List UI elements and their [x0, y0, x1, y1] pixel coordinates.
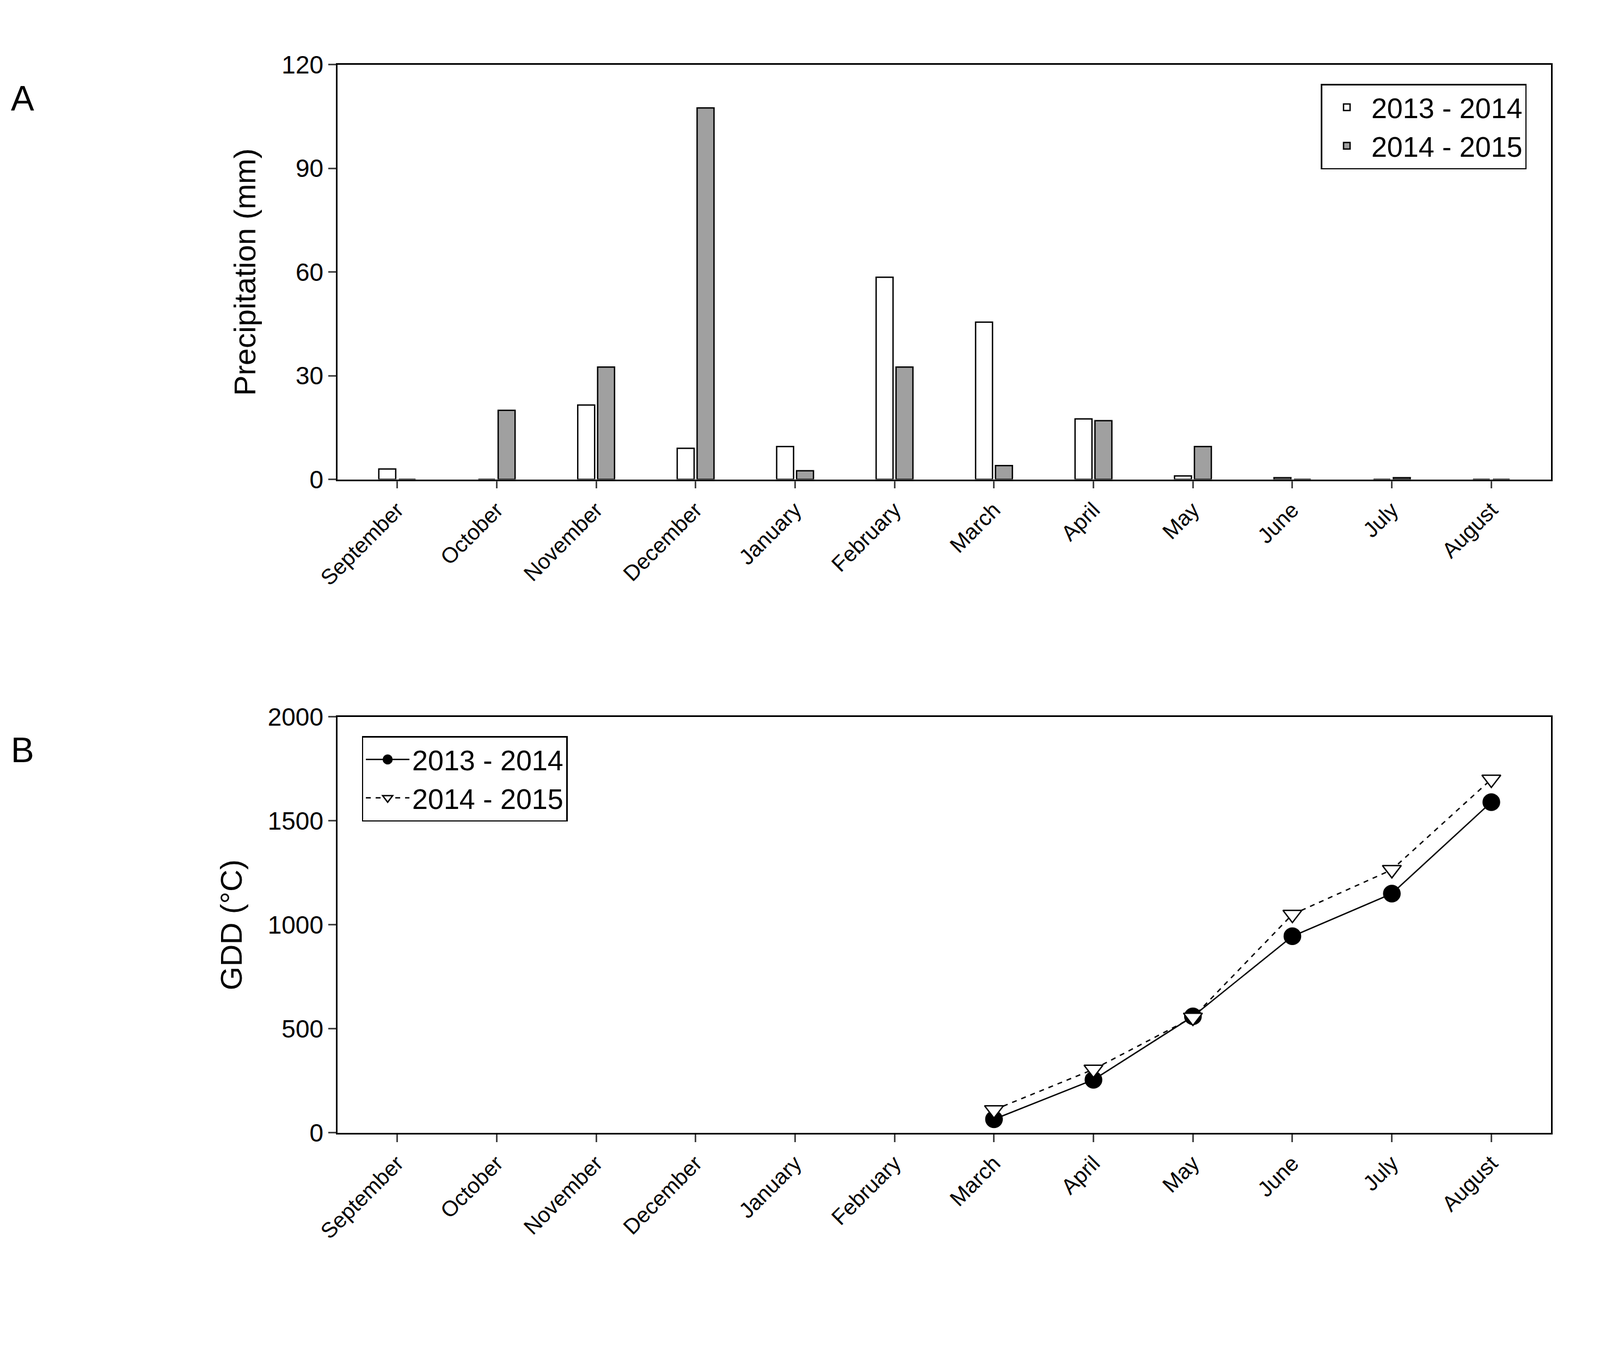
svg-text:October: October: [435, 1150, 508, 1223]
svg-text:February: February: [826, 497, 906, 576]
svg-text:June: June: [1252, 497, 1303, 548]
svg-text:2000: 2000: [267, 702, 324, 732]
svg-text:GDD (°C): GDD (°C): [213, 859, 249, 991]
svg-text:1000: 1000: [267, 910, 324, 940]
svg-text:January: January: [733, 497, 806, 570]
svg-text:June: June: [1252, 1150, 1303, 1201]
svg-text:September: September: [315, 497, 408, 590]
svg-text:500: 500: [281, 1014, 324, 1044]
svg-text:2014 - 2015: 2014 - 2015: [412, 783, 564, 815]
svg-text:Precipitation (mm): Precipitation (mm): [227, 148, 262, 396]
svg-text:August: August: [1437, 1150, 1503, 1216]
svg-text:May: May: [1157, 1150, 1205, 1198]
svg-text:0: 0: [309, 465, 324, 494]
svg-text:2013 - 2014: 2013 - 2014: [412, 744, 564, 777]
svg-text:30: 30: [295, 361, 324, 390]
svg-text:March: March: [945, 497, 1005, 558]
svg-text:July: July: [1358, 497, 1403, 542]
svg-text:November: November: [518, 497, 608, 586]
svg-text:April: April: [1056, 1150, 1105, 1199]
svg-text:May: May: [1157, 497, 1205, 544]
svg-text:February: February: [826, 1150, 906, 1230]
svg-text:90: 90: [295, 154, 324, 183]
svg-text:60: 60: [295, 258, 324, 287]
svg-text:January: January: [733, 1150, 806, 1223]
svg-text:September: September: [315, 1150, 408, 1243]
svg-text:April: April: [1056, 497, 1105, 546]
svg-text:March: March: [945, 1150, 1005, 1211]
svg-text:2014 - 2015: 2014 - 2015: [1371, 131, 1523, 163]
svg-text:August: August: [1437, 497, 1503, 563]
svg-text:November: November: [518, 1150, 608, 1240]
svg-text:July: July: [1358, 1150, 1403, 1195]
svg-text:A: A: [10, 78, 35, 119]
svg-text:December: December: [618, 1150, 707, 1240]
svg-text:December: December: [618, 497, 707, 586]
svg-text:1500: 1500: [267, 806, 324, 836]
svg-text:0: 0: [309, 1118, 324, 1148]
svg-text:October: October: [435, 497, 508, 570]
svg-text:120: 120: [281, 50, 324, 79]
svg-text:2013 - 2014: 2013 - 2014: [1371, 92, 1523, 125]
svg-text:B: B: [10, 730, 35, 770]
